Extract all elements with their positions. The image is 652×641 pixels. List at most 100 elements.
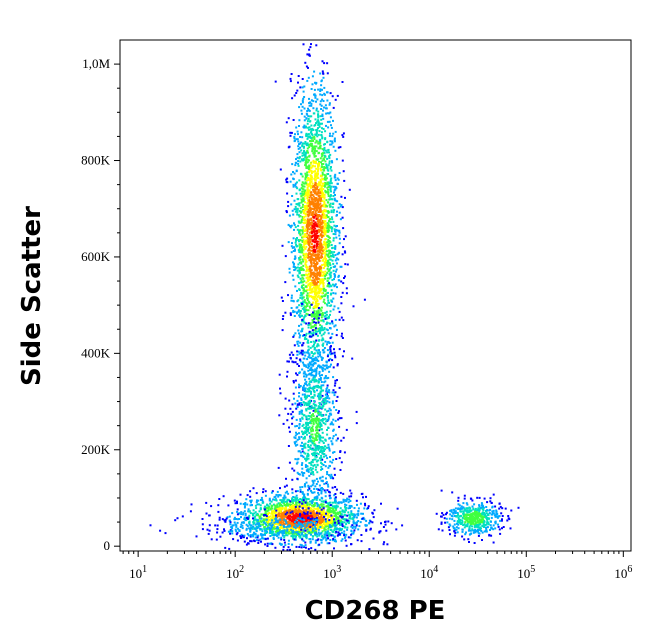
event-point <box>300 521 303 524</box>
event-point <box>281 244 284 247</box>
event-point <box>302 456 305 459</box>
event-point <box>281 329 284 332</box>
event-point <box>315 217 318 220</box>
event-point <box>324 138 327 141</box>
event-point <box>312 265 315 268</box>
event-point <box>297 75 300 77</box>
event-point <box>279 387 281 390</box>
event-point <box>314 315 316 318</box>
event-point <box>296 237 298 239</box>
event-point <box>314 263 317 265</box>
event-point <box>300 301 303 304</box>
event-point <box>345 428 348 431</box>
event-point <box>316 317 319 320</box>
event-point <box>343 250 346 253</box>
event-point <box>334 501 337 504</box>
event-point <box>292 381 295 384</box>
event-point <box>318 441 321 444</box>
event-point <box>313 161 316 164</box>
event-point <box>229 532 232 535</box>
event-point <box>343 514 346 517</box>
event-point <box>338 231 341 234</box>
event-point <box>302 361 304 364</box>
event-point <box>305 158 308 161</box>
event-point <box>320 366 323 369</box>
event-point <box>240 523 243 526</box>
event-point <box>286 192 289 195</box>
event-point <box>307 183 310 186</box>
event-point <box>303 119 306 122</box>
event-point <box>314 227 317 230</box>
event-point <box>306 303 309 306</box>
event-point <box>235 533 238 536</box>
event-point <box>326 261 329 264</box>
event-point <box>302 252 305 255</box>
event-point <box>305 374 308 377</box>
event-point <box>291 506 294 509</box>
event-point <box>324 233 327 236</box>
event-point <box>315 385 318 388</box>
event-point <box>331 259 334 262</box>
event-point <box>322 128 325 130</box>
event-point <box>324 220 327 223</box>
event-point <box>321 221 324 224</box>
event-point <box>315 502 318 505</box>
event-point <box>264 518 267 521</box>
event-point <box>329 241 332 244</box>
event-point <box>349 536 352 539</box>
event-point <box>329 348 332 351</box>
event-point <box>302 274 305 277</box>
event-point <box>307 178 310 181</box>
event-point <box>313 390 316 393</box>
event-point <box>317 223 320 226</box>
event-point <box>285 121 288 124</box>
event-point <box>300 173 303 176</box>
event-point <box>324 448 327 451</box>
event-point <box>293 511 296 514</box>
event-point <box>335 518 338 521</box>
event-point <box>299 234 302 237</box>
event-point <box>314 235 317 238</box>
event-point <box>326 483 329 486</box>
event-point <box>307 165 310 168</box>
event-point <box>342 246 345 249</box>
event-point <box>302 539 305 542</box>
event-point <box>317 313 320 316</box>
event-point <box>311 176 313 179</box>
event-point <box>247 542 250 545</box>
event-point <box>239 502 242 505</box>
event-point <box>323 167 326 170</box>
event-point <box>328 315 330 318</box>
event-point <box>301 514 304 517</box>
event-point <box>236 531 239 534</box>
event-point <box>317 491 320 494</box>
event-point <box>317 459 320 462</box>
event-point <box>287 499 290 501</box>
event-point <box>298 504 300 507</box>
event-point <box>276 504 279 507</box>
event-point <box>324 499 327 502</box>
event-point <box>273 527 276 530</box>
event-point <box>210 505 213 508</box>
event-point <box>302 277 305 280</box>
event-point <box>304 229 307 232</box>
event-point <box>310 416 313 419</box>
event-point <box>287 521 290 523</box>
event-point <box>310 186 312 189</box>
event-point <box>339 218 342 221</box>
event-point <box>327 149 330 152</box>
event-point <box>292 171 294 173</box>
event-point <box>336 214 338 216</box>
event-point <box>305 208 308 211</box>
event-point <box>301 409 303 412</box>
event-point <box>298 519 301 522</box>
event-point <box>316 214 319 217</box>
event-point <box>287 294 289 297</box>
event-point <box>323 146 326 149</box>
event-point <box>329 350 332 353</box>
event-point <box>318 215 321 218</box>
event-point <box>362 496 364 499</box>
event-point <box>310 291 313 294</box>
event-point <box>310 422 313 425</box>
